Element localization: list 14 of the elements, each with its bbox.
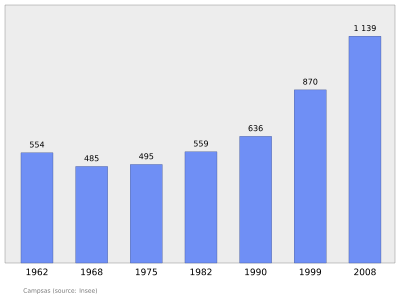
x-tick-label: 1990	[245, 268, 266, 276]
x-tick-label: 1975	[136, 268, 157, 276]
x-tick-label: 1968	[81, 268, 102, 276]
x-tick-label: 1962	[26, 268, 48, 276]
bar	[75, 166, 108, 264]
bar	[239, 136, 272, 264]
x-tick-label: 2008	[354, 268, 376, 276]
bar	[20, 152, 54, 264]
bar	[130, 164, 162, 264]
x-tick-label: 1999	[300, 268, 322, 276]
bar	[294, 90, 326, 264]
bar	[184, 152, 218, 264]
bar	[348, 36, 382, 264]
x-tick-label: 1982	[190, 268, 212, 276]
